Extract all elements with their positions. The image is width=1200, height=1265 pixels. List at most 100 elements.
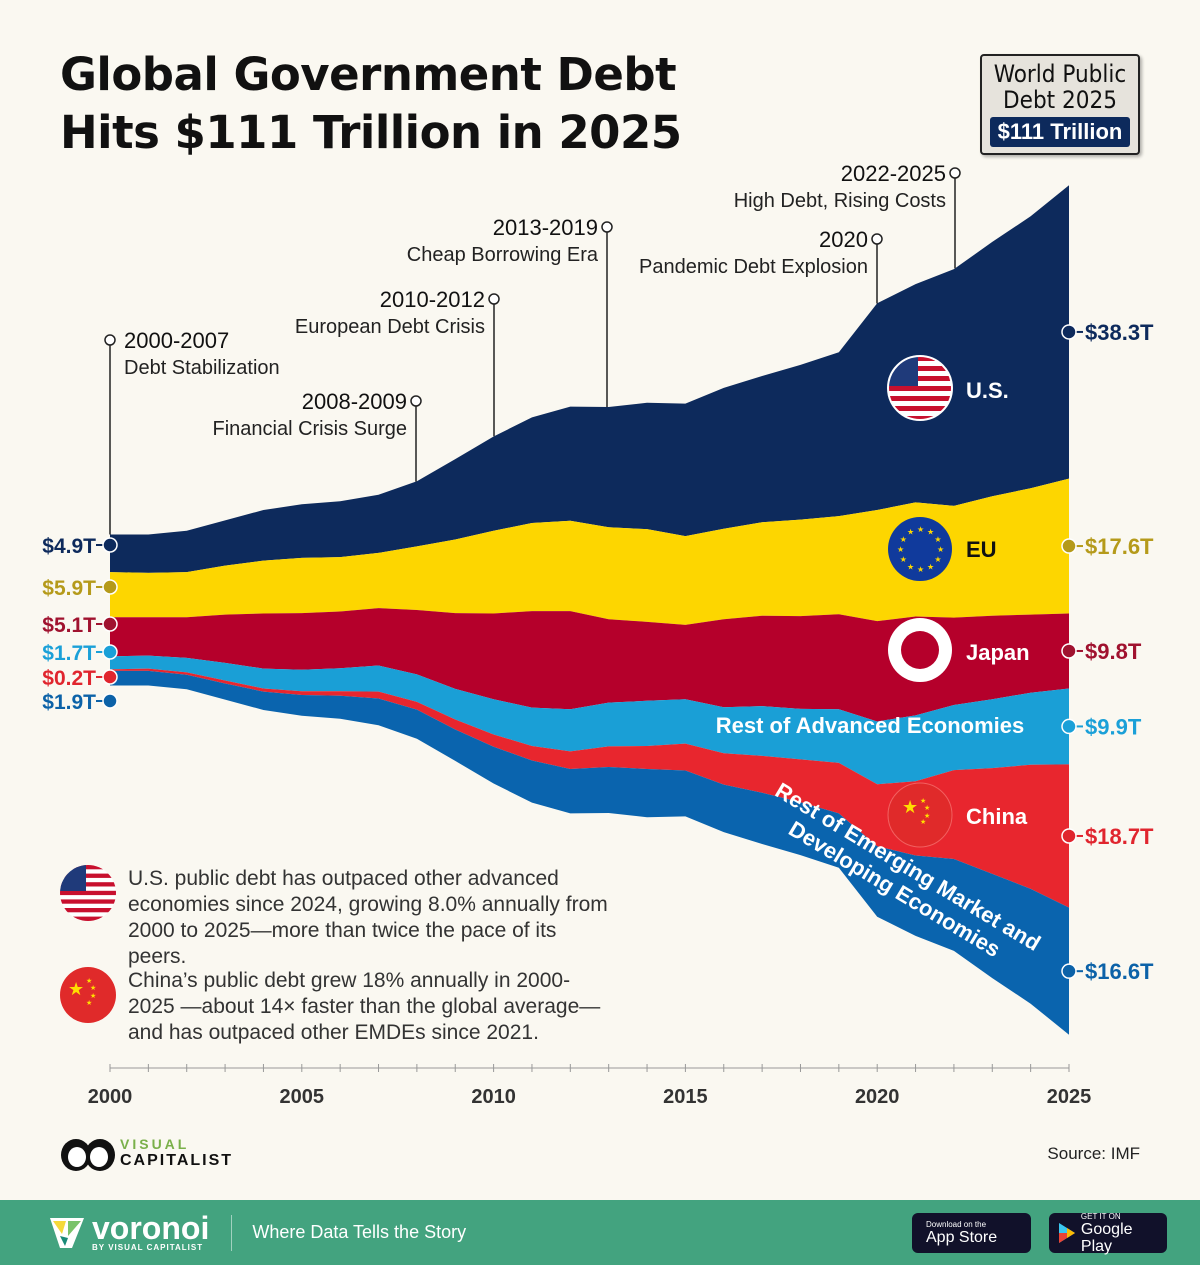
badge-value: $111 Trillion <box>989 117 1131 147</box>
china-flag-note-icon: ★ ★ ★ ★ ★ <box>60 967 116 1023</box>
label-china: China <box>966 804 1028 829</box>
annotation-dot <box>871 233 883 245</box>
svg-text:★: ★ <box>924 804 930 812</box>
eu-star: ★ <box>934 535 941 544</box>
end-label: $18.7T <box>1085 824 1154 849</box>
title-line-2: Hits $111 Trillion in 2025 <box>60 106 682 159</box>
footer-divider <box>231 1214 233 1251</box>
eu-flag-icon: ★★★★★★★★★ ★ ★★ <box>888 517 952 581</box>
svg-text:★: ★ <box>90 984 96 992</box>
area-japan <box>110 608 1069 722</box>
annotation-dot <box>410 395 422 407</box>
x-tick-label: 2005 <box>280 1086 325 1108</box>
label-eu: EU <box>966 537 997 562</box>
start-marker <box>102 693 118 709</box>
start-label: $4.9T <box>42 535 96 558</box>
annotation-period: 2020 <box>819 227 868 252</box>
start-marker <box>102 579 118 595</box>
china-note: China’s public debt grew 18% annually in… <box>128 969 601 1044</box>
annotation-dot <box>104 334 116 346</box>
page-title: Global Government Debt Hits $111 Trillio… <box>60 46 682 162</box>
voronoi-name: voronoi <box>92 1210 210 1246</box>
area-eu <box>110 478 1069 625</box>
eu-star: ★ <box>907 562 914 571</box>
label-rest-advanced: Rest of Advanced Economies <box>716 713 1024 738</box>
start-label: $0.2T <box>42 667 96 690</box>
x-tick-label: 2000 <box>88 1086 133 1108</box>
eu-star: ★ <box>927 562 934 571</box>
annotation-dot <box>601 221 613 233</box>
end-label: $38.3T <box>1085 320 1154 345</box>
eu-star: ★ <box>934 555 941 564</box>
x-tick-label: 2025 <box>1047 1086 1092 1108</box>
eu-star: ★ <box>897 545 904 554</box>
svg-text:★: ★ <box>920 797 926 805</box>
annotation-text: High Debt, Rising Costs <box>734 190 946 212</box>
end-marker <box>1061 538 1077 554</box>
end-marker <box>1061 718 1077 735</box>
end-label: $9.8T <box>1085 639 1142 664</box>
logo-line-2: CAPITALIST <box>120 1152 234 1169</box>
end-marker <box>1061 324 1077 340</box>
annotation-dot <box>949 167 961 179</box>
japan-flag-icon <box>888 618 952 682</box>
svg-text:★: ★ <box>902 797 918 817</box>
label-japan: Japan <box>966 640 1030 665</box>
annotation-text: Pandemic Debt Explosion <box>639 256 868 278</box>
badge-line-2: Debt 2025 <box>1003 86 1117 114</box>
annotation-period: 2008-2009 <box>302 389 407 414</box>
area-china <box>110 668 1069 908</box>
play-small: GET IT ON <box>1080 1211 1121 1221</box>
us-note: U.S. public debt has outpaced other adva… <box>128 867 608 968</box>
voronoi-logo[interactable]: voronoi BY VISUAL CAPITALIST <box>48 1210 210 1252</box>
annotation-text: Financial Crisis Surge <box>212 418 407 440</box>
area-rest-of-emerging-market-and-developing-economies <box>110 670 1069 1035</box>
annotation-period: 2010-2012 <box>380 287 485 312</box>
x-tick-label: 2020 <box>855 1086 900 1108</box>
annotation-period: 2022-2025 <box>841 161 946 186</box>
us-flag-note-icon <box>60 865 116 921</box>
voronoi-icon <box>50 1217 84 1248</box>
eu-star: ★ <box>900 555 907 564</box>
svg-text:★: ★ <box>920 818 926 826</box>
eu-star: ★ <box>927 528 934 537</box>
annotation-period: 2000-2007 <box>124 328 229 353</box>
x-tick-label: 2015 <box>663 1086 708 1108</box>
start-label: $1.7T <box>42 642 96 665</box>
end-marker <box>1061 963 1077 979</box>
streamgraph-chart: 2000 2005 2010 2015 2020 2025 2000-2007 Debt S… <box>42 161 1154 1108</box>
visual-capitalist-logo: VISUAL CAPITALIST <box>60 1133 233 1173</box>
google-play-button[interactable]: GET IT ON Google Play <box>1049 1211 1167 1255</box>
start-label: $1.9T <box>42 691 96 714</box>
annotation-text: Debt Stabilization <box>124 357 280 379</box>
area-u-s- <box>110 185 1069 573</box>
eu-star: ★ <box>907 528 914 537</box>
footer-tagline: Where Data Tells the Story <box>252 1222 467 1242</box>
eu-star: ★ <box>900 535 907 544</box>
eu-star: ★ <box>917 565 924 574</box>
play-label: Google Play <box>1080 1220 1133 1255</box>
end-marker <box>1061 643 1077 659</box>
start-marker <box>102 616 118 632</box>
china-flag-icon: ★ ★★ ★★ <box>887 782 953 848</box>
eu-star: ★ <box>937 545 944 554</box>
start-marker <box>102 644 118 660</box>
start-label: $5.9T <box>42 577 96 600</box>
annotation-text: Cheap Borrowing Era <box>407 244 599 266</box>
label-us: U.S. <box>966 378 1009 403</box>
app-store-button[interactable]: Download on the App Store <box>912 1213 1031 1253</box>
appstore-small: Download on the <box>926 1220 987 1229</box>
source: Source: IMF <box>1047 1144 1140 1163</box>
start-marker <box>102 537 118 553</box>
vc-logo-icon <box>61 1139 115 1171</box>
end-marker <box>1061 828 1077 844</box>
eu-star: ★ <box>917 525 924 534</box>
total-debt-badge: World Public Debt 2025 $111 Trillion <box>980 54 1140 155</box>
title-line-1: Global Government Debt <box>60 48 677 101</box>
svg-text:★: ★ <box>86 999 92 1007</box>
x-tick-label: 2010 <box>471 1086 516 1108</box>
end-label: $17.6T <box>1085 534 1154 559</box>
logo-line-1: VISUAL <box>120 1136 190 1152</box>
end-label: $9.9T <box>1085 714 1142 739</box>
svg-text:★: ★ <box>68 979 84 999</box>
